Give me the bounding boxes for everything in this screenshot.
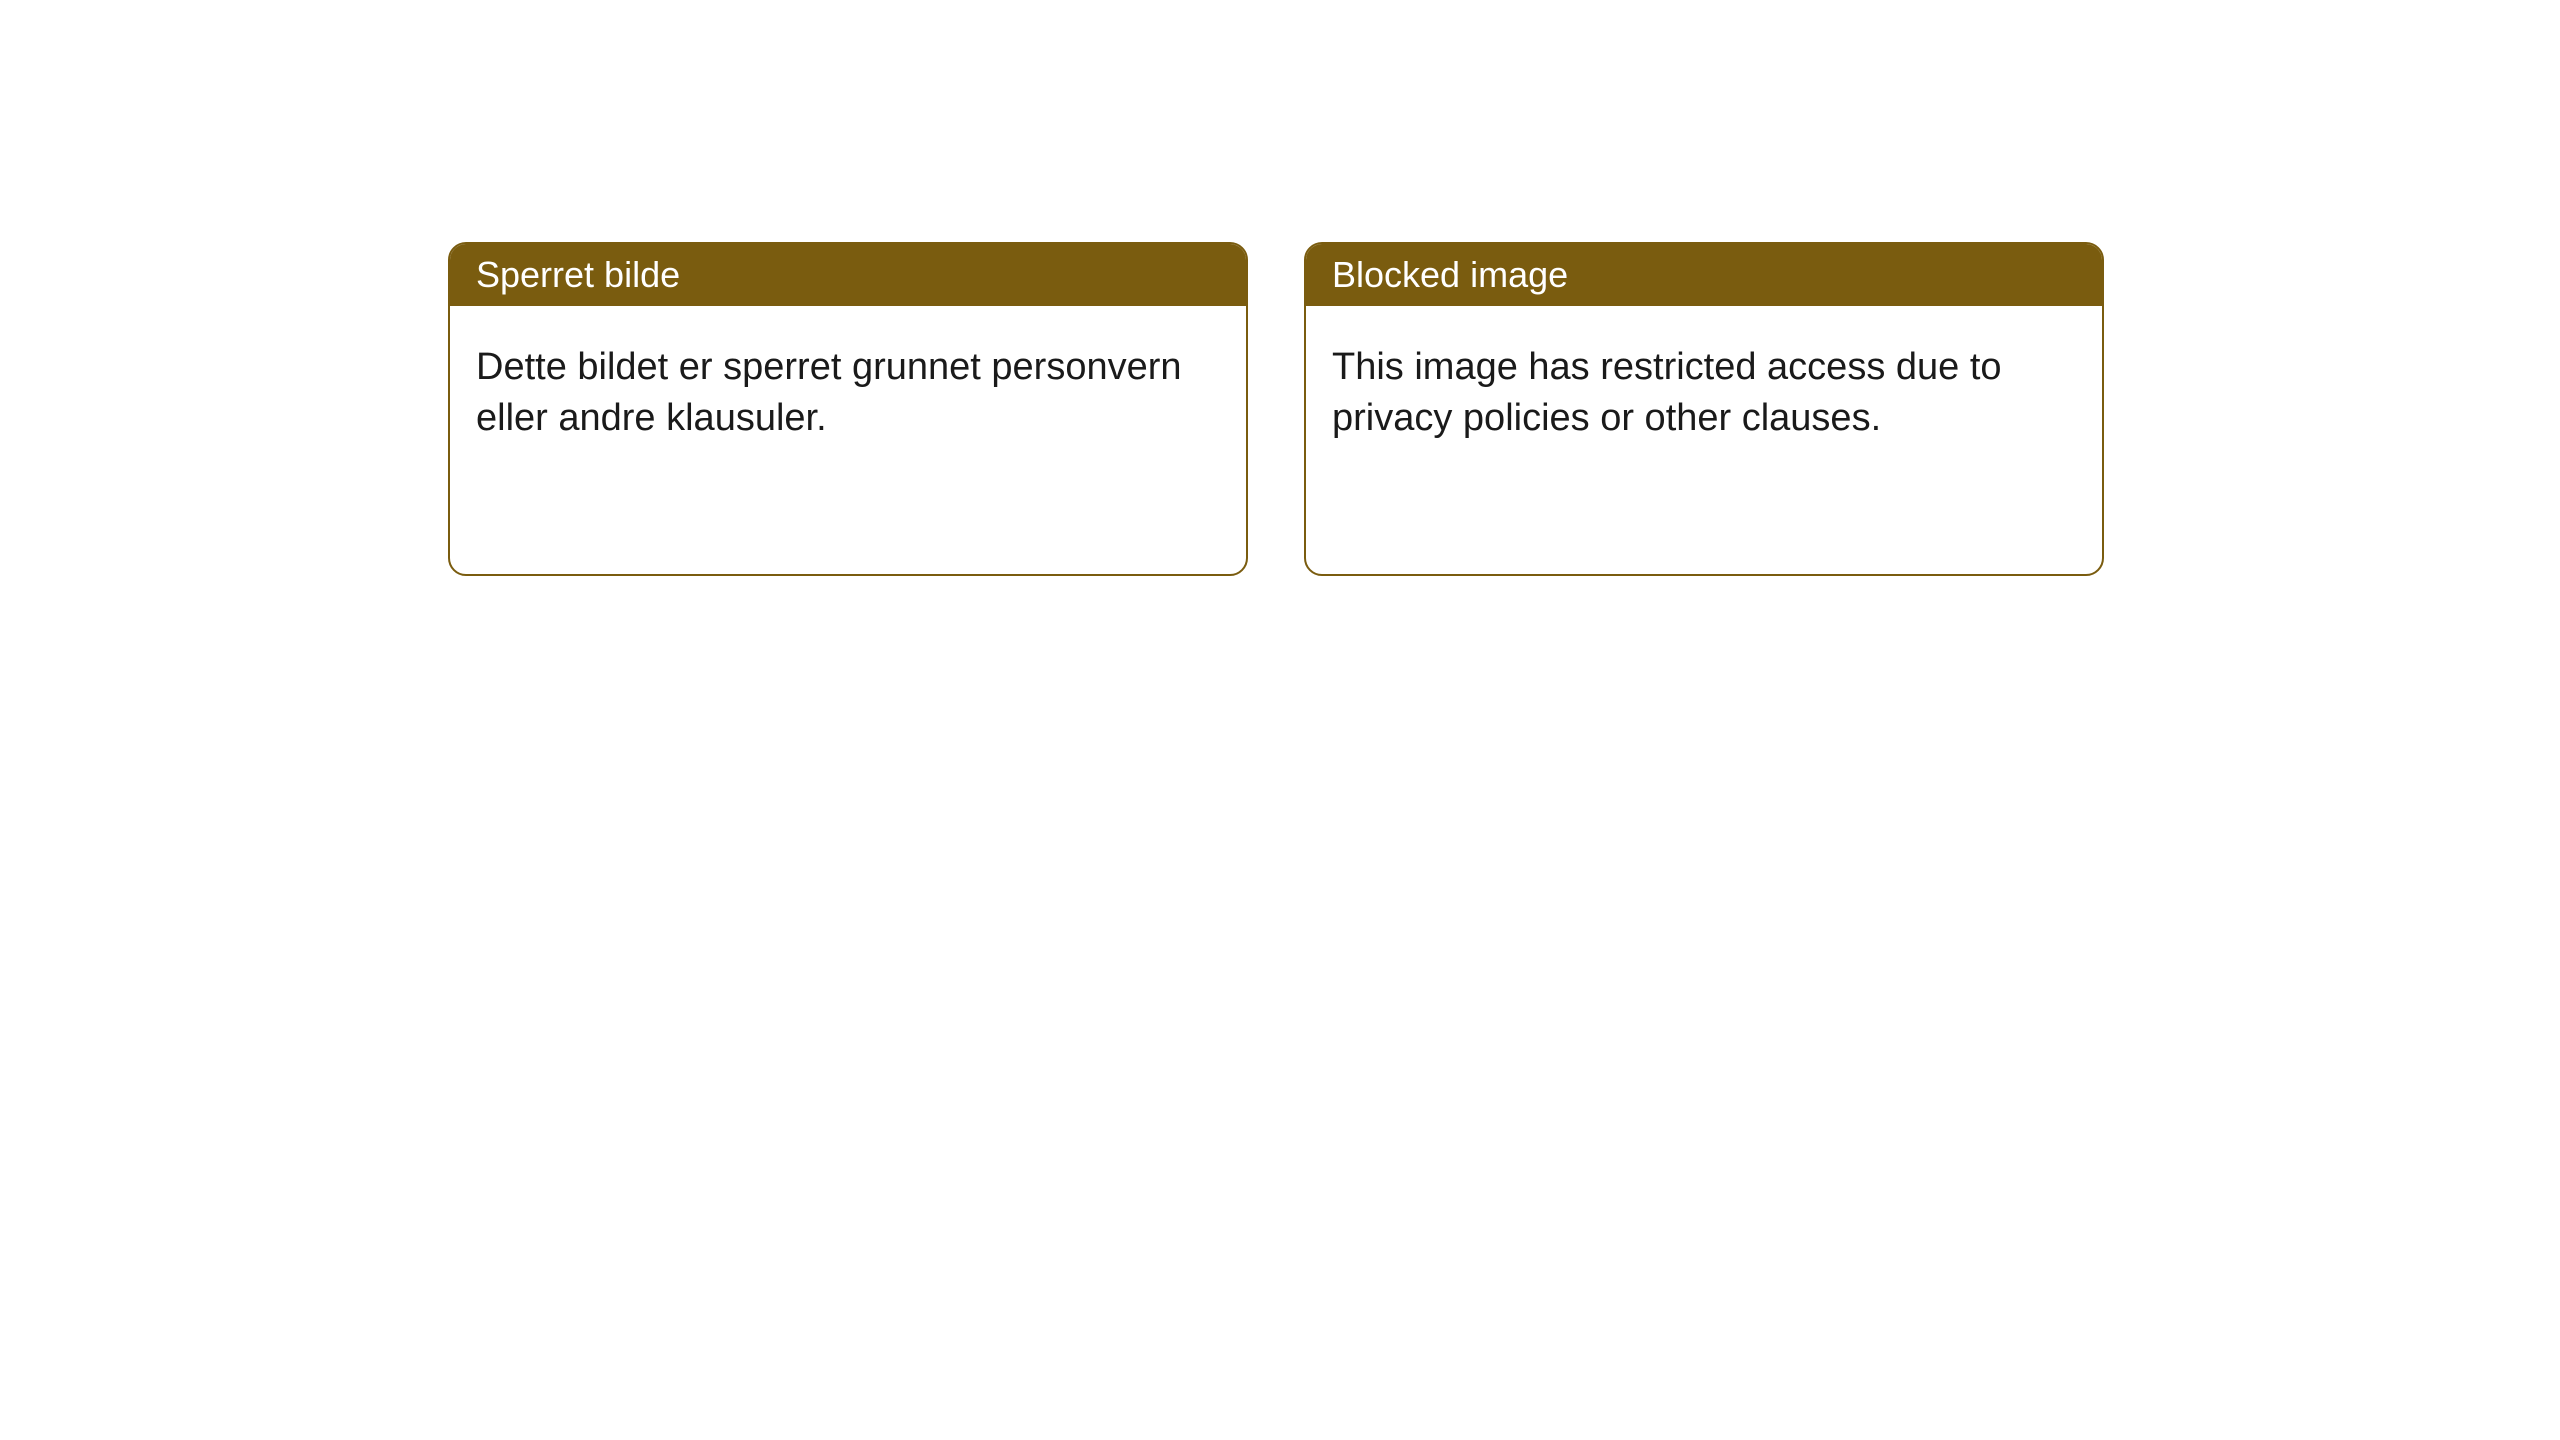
card-title: Blocked image	[1306, 244, 2102, 306]
card-title: Sperret bilde	[450, 244, 1246, 306]
notice-card-norwegian: Sperret bilde Dette bildet er sperret gr…	[448, 242, 1248, 576]
card-body-text: Dette bildet er sperret grunnet personve…	[450, 306, 1246, 481]
card-body-text: This image has restricted access due to …	[1306, 306, 2102, 481]
notice-cards-row: Sperret bilde Dette bildet er sperret gr…	[0, 0, 2560, 576]
notice-card-english: Blocked image This image has restricted …	[1304, 242, 2104, 576]
